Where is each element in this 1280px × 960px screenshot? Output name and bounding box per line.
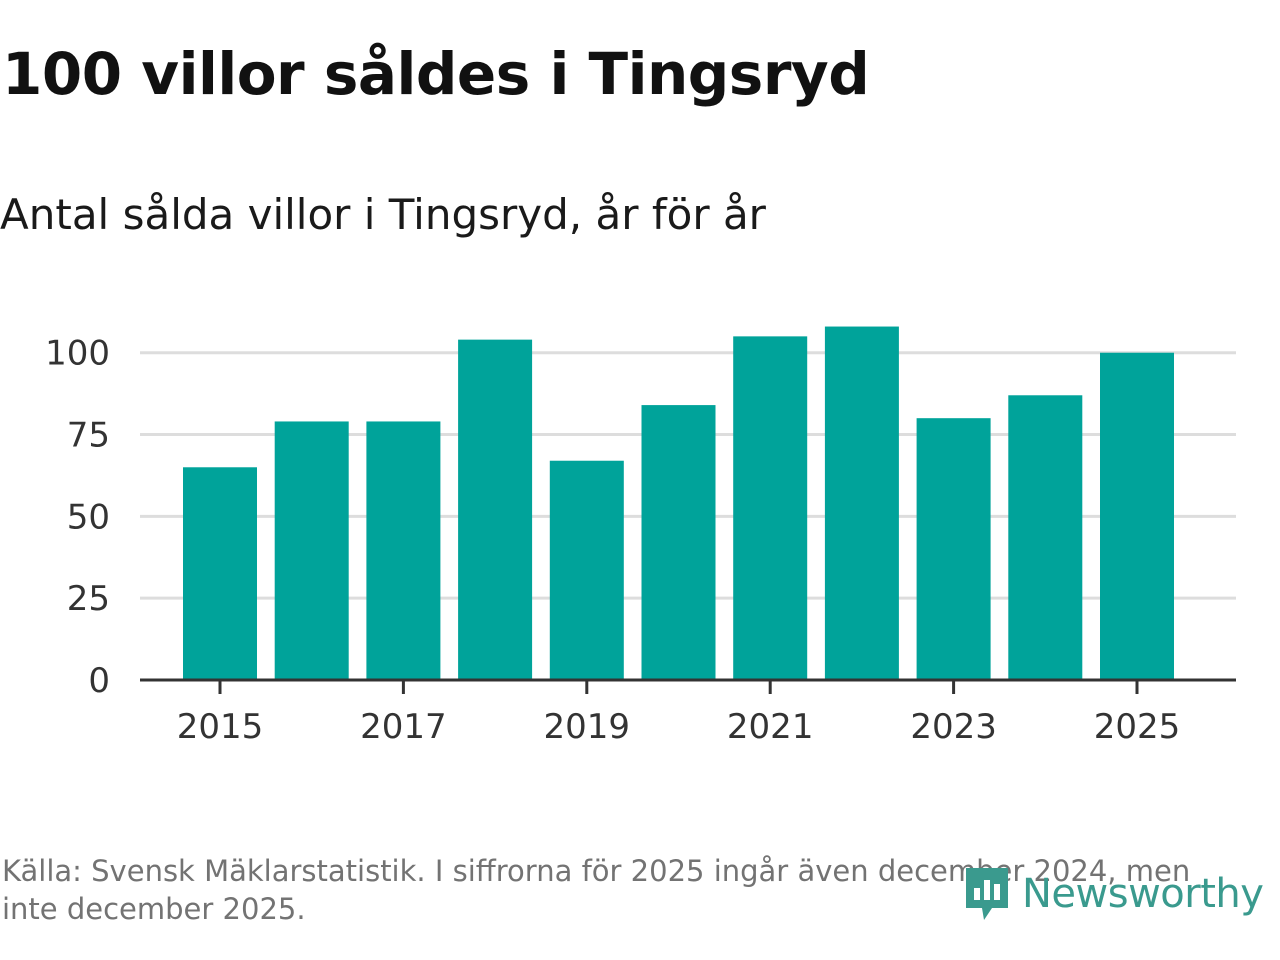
bar-2024: [1008, 395, 1083, 680]
y-tick-label: 75: [67, 416, 110, 456]
chart-title: 100 villor såldes i Tingsryd: [2, 40, 870, 108]
y-tick-label: 100: [45, 334, 110, 374]
bar-2023: [916, 418, 991, 680]
bar-2021: [733, 336, 808, 680]
logo-text: Newsworthy: [1022, 871, 1264, 917]
axes: [140, 678, 1236, 694]
x-tick-label: 2015: [177, 707, 264, 747]
x-tick-label: 2017: [360, 707, 447, 747]
y-tick-label: 25: [67, 579, 110, 619]
y-tick-label: 0: [88, 661, 110, 701]
bar-2020: [641, 405, 716, 680]
x-tick-label: 2023: [910, 707, 997, 747]
newsworthy-logo-icon: [966, 868, 1008, 920]
bar-2018: [458, 339, 533, 680]
bar-2019: [549, 460, 624, 680]
newsworthy-logo: Newsworthy: [962, 862, 1264, 926]
x-tick-label: 2019: [544, 707, 631, 747]
bar-2016: [274, 421, 349, 680]
bar-2022: [824, 326, 899, 680]
bars: [183, 326, 1174, 680]
bar-2017: [366, 421, 441, 680]
tick-labels: 0 25 50 75 100 2015 2017 2019 2021 2023 2025: [45, 334, 1180, 747]
x-tick-label: 2025: [1094, 707, 1181, 747]
bar-2025: [1100, 352, 1174, 680]
x-tick-label: 2021: [727, 707, 814, 747]
chart-subtitle: Antal sålda villor i Tingsryd, år för år: [0, 190, 766, 239]
y-tick-label: 50: [67, 497, 110, 537]
bar-2015: [183, 467, 257, 680]
bar-chart: 0 25 50 75 100 2015 2017 2019 2021 2023 2025: [45, 326, 1236, 747]
